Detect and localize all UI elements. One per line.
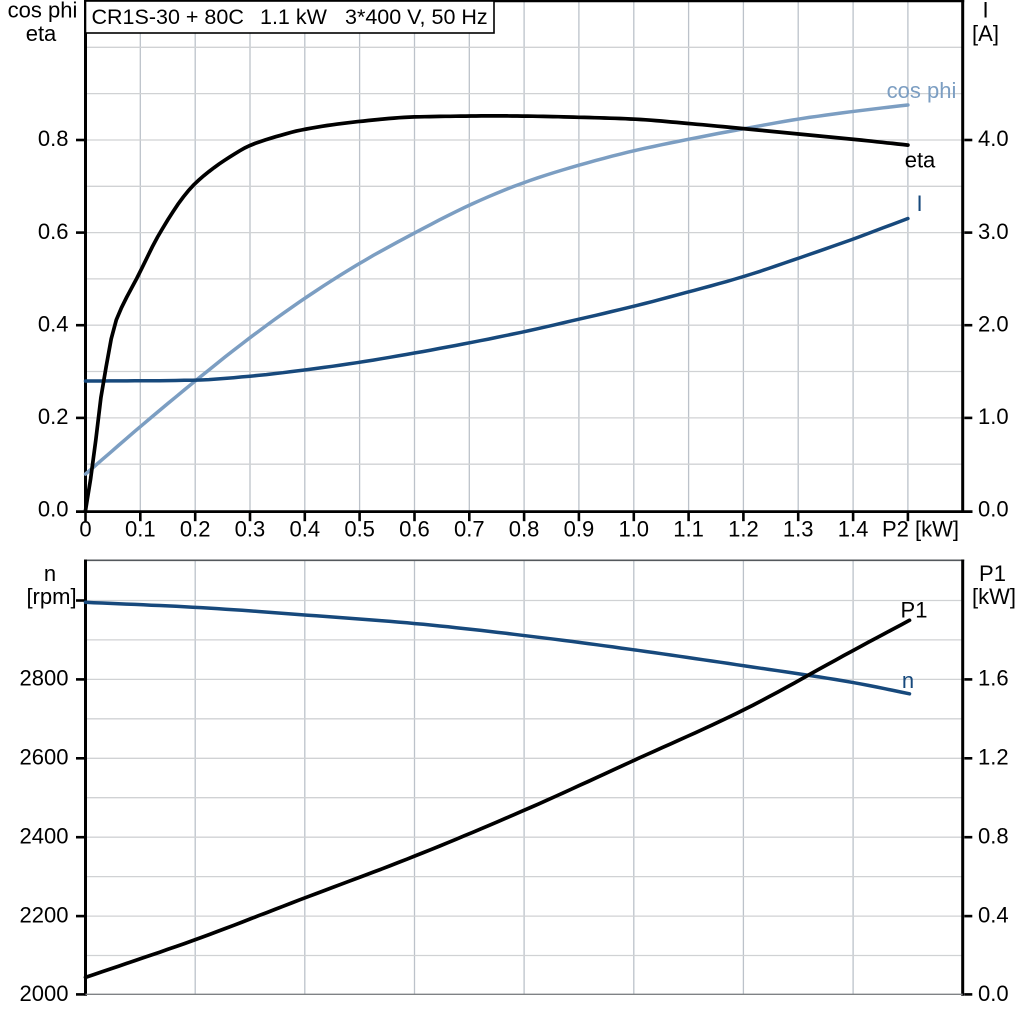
svg-text:0.4: 0.4 (290, 517, 321, 542)
svg-text:3*400 V, 50 Hz: 3*400 V, 50 Hz (345, 5, 488, 29)
svg-text:1.3: 1.3 (783, 517, 814, 542)
svg-text:0.4: 0.4 (38, 311, 69, 336)
svg-text:P1: P1 (901, 598, 928, 623)
svg-text:eta: eta (26, 21, 57, 46)
svg-text:2.0: 2.0 (978, 311, 1009, 336)
svg-text:0.6: 0.6 (38, 219, 69, 244)
svg-text:I: I (916, 191, 922, 216)
svg-text:2200: 2200 (20, 902, 69, 927)
svg-text:0.2: 0.2 (38, 404, 69, 429)
svg-text:1.1: 1.1 (673, 517, 704, 542)
svg-text:1.0: 1.0 (978, 404, 1009, 429)
svg-text:0.4: 0.4 (978, 902, 1009, 927)
svg-text:1.2: 1.2 (978, 744, 1009, 769)
svg-text:0.8: 0.8 (38, 126, 69, 151)
svg-text:0.2: 0.2 (180, 517, 211, 542)
svg-text:cos phi: cos phi (887, 78, 957, 103)
svg-text:1.2: 1.2 (728, 517, 759, 542)
svg-text:0.8: 0.8 (978, 823, 1009, 848)
svg-text:0.1: 0.1 (125, 517, 156, 542)
svg-text:0.8: 0.8 (509, 517, 540, 542)
svg-text:CR1S-30 + 80C: CR1S-30 + 80C (92, 5, 244, 29)
svg-text:n: n (902, 668, 914, 693)
svg-text:4.0: 4.0 (978, 126, 1009, 151)
svg-text:n: n (44, 561, 56, 586)
svg-text:cos phi: cos phi (8, 0, 78, 23)
svg-text:0.0: 0.0 (978, 497, 1009, 522)
svg-text:3.0: 3.0 (978, 219, 1009, 244)
svg-text:1.1 kW: 1.1 kW (260, 5, 328, 29)
svg-text:I: I (982, 0, 988, 23)
svg-text:0.6: 0.6 (399, 517, 430, 542)
svg-text:0.9: 0.9 (564, 517, 595, 542)
svg-text:1.6: 1.6 (978, 666, 1009, 691)
svg-text:0.5: 0.5 (344, 517, 375, 542)
svg-text:1.0: 1.0 (618, 517, 649, 542)
svg-text:[kW]: [kW] (972, 584, 1016, 609)
svg-text:[rpm]: [rpm] (26, 584, 76, 609)
svg-text:0.7: 0.7 (454, 517, 485, 542)
svg-text:2800: 2800 (20, 666, 69, 691)
svg-text:P2 [kW]: P2 [kW] (882, 517, 959, 542)
svg-text:2600: 2600 (20, 744, 69, 769)
svg-text:eta: eta (905, 148, 936, 173)
svg-text:2400: 2400 (20, 823, 69, 848)
svg-text:1.4: 1.4 (838, 517, 869, 542)
svg-text:0.0: 0.0 (38, 497, 69, 522)
svg-text:2000: 2000 (20, 981, 69, 1006)
svg-text:0.0: 0.0 (978, 981, 1009, 1006)
svg-text:0: 0 (79, 517, 91, 542)
svg-text:[A]: [A] (972, 21, 999, 46)
svg-text:0.3: 0.3 (235, 517, 266, 542)
svg-text:P1: P1 (979, 561, 1006, 586)
